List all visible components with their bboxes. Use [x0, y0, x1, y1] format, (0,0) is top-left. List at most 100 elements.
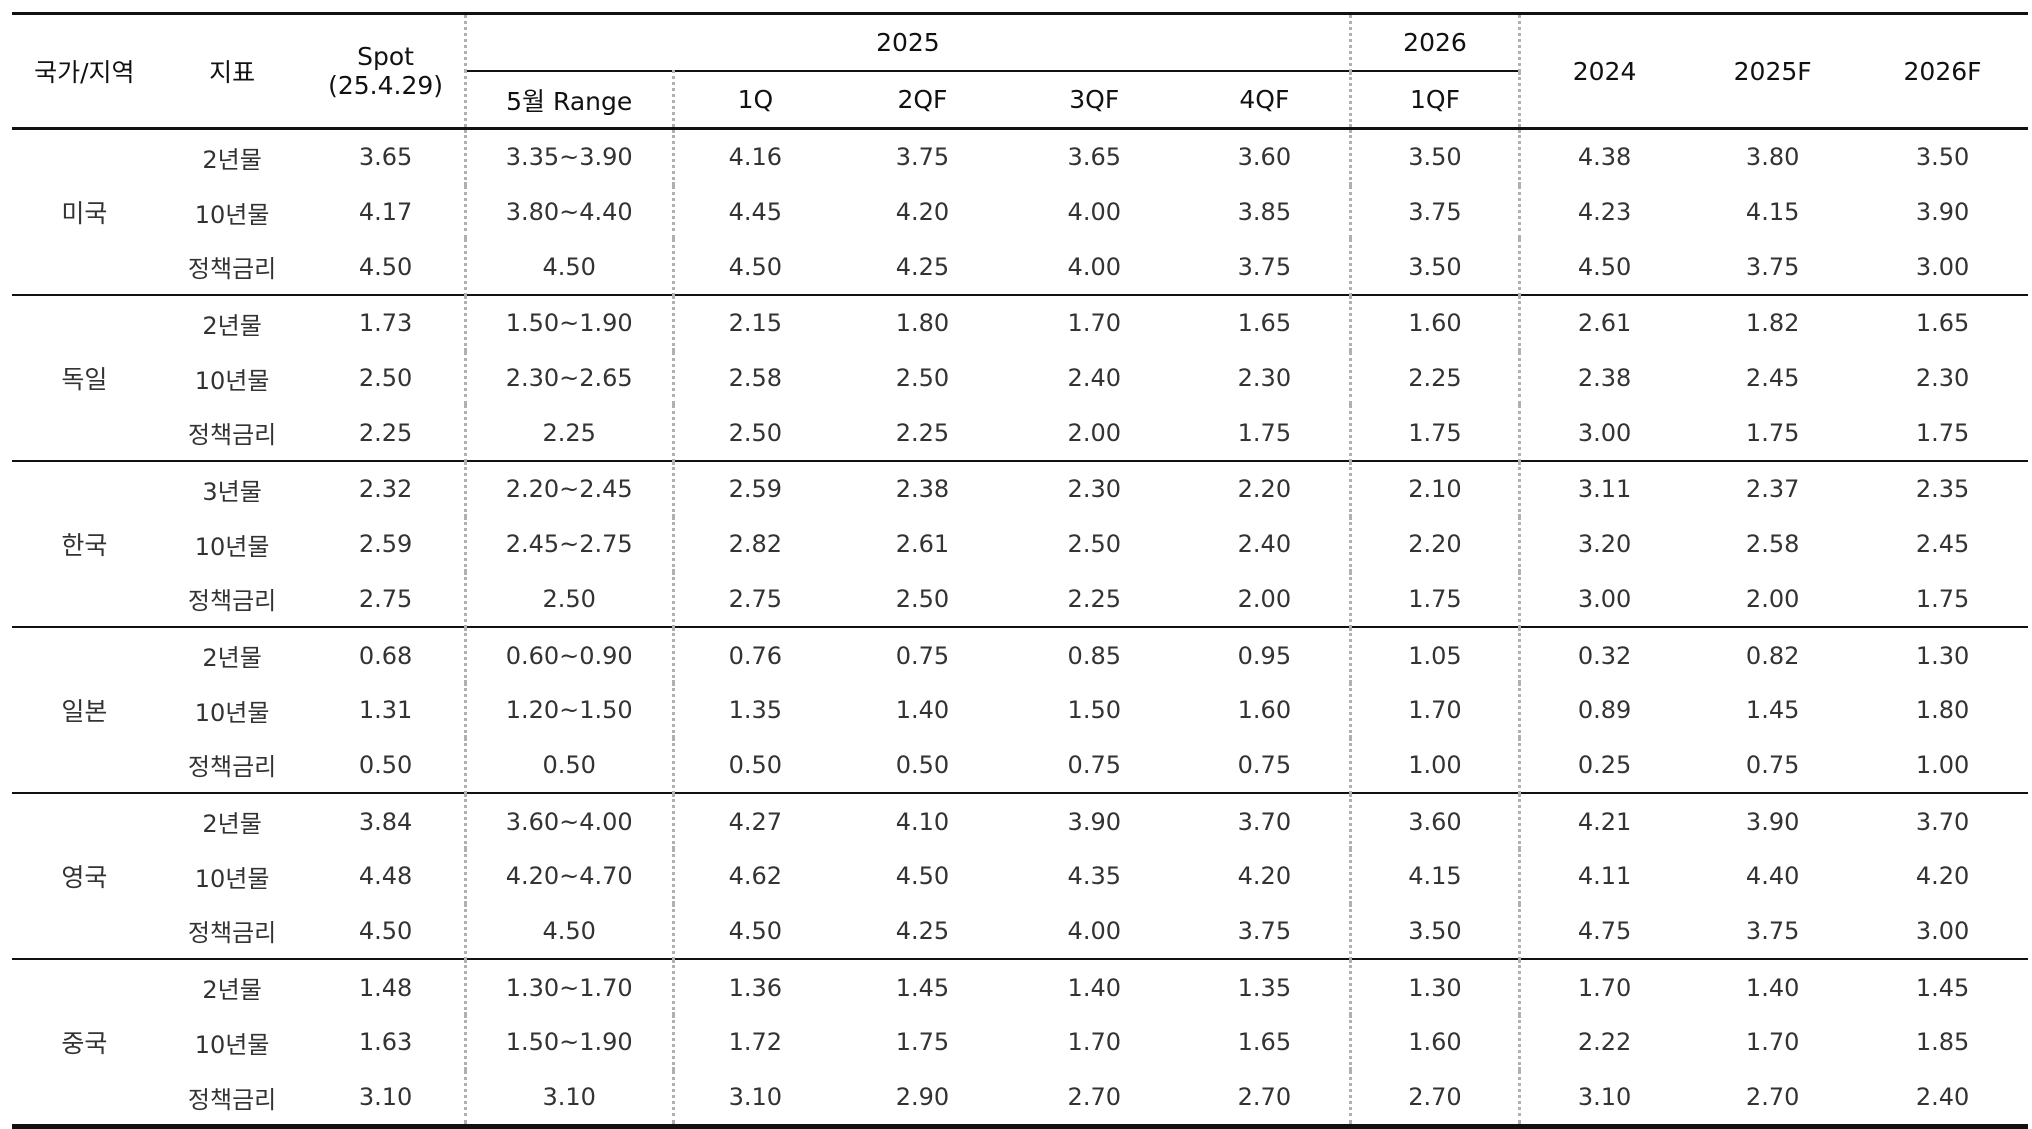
q3f-cell: 2.30: [1067, 475, 1121, 504]
y2026f-cell: 1.65: [1915, 309, 1970, 338]
may-range-cell: 4.20~4.70: [465, 848, 675, 904]
indicator-cell: 정책금리: [156, 571, 308, 629]
y2026f-cell: 3.50: [1915, 143, 1970, 172]
q2f-cell: 4.10: [895, 807, 950, 836]
may-range-cell: 3.35~3.90: [465, 128, 675, 185]
spot-cell: 1.48: [307, 959, 467, 1015]
may-range-cell: 0.60~0.90: [465, 627, 675, 683]
y2024-cell: 3.00: [1519, 405, 1689, 463]
y2025f-cell: 1.75: [1688, 405, 1858, 463]
y2024-cell: 0.25: [1519, 737, 1689, 795]
y2025f-cell: 4.15: [1745, 198, 1800, 227]
q3f-cell: 0.75: [1008, 737, 1180, 795]
header-year-2026: 2026: [1350, 12, 1521, 72]
q3f-cell: 4.00: [1067, 198, 1121, 227]
y2025f-cell: 1.70: [1745, 1028, 1800, 1057]
q4f-cell: 3.85: [1179, 184, 1353, 240]
table-row: 독일 2년물 1.73 1.50~1.90 2.15 1.80 1.70 1.65 1.60 2.…: [12, 295, 2028, 463]
q4f-cell: 1.65: [1179, 1015, 1353, 1070]
q1f-2026-cell: 2.20: [1350, 516, 1521, 572]
y2024-cell: 2.61: [1577, 309, 1632, 338]
may-range-cell: 1.50~1.90: [465, 1015, 675, 1070]
q3f-cell: 1.70: [1067, 309, 1121, 338]
indicator-cell: 3년물: [202, 477, 262, 506]
y2025f-cell: 1.40: [1745, 973, 1800, 1002]
may-range-cell: 3.10: [465, 1069, 675, 1129]
spot-cell: 2.75: [307, 571, 467, 629]
y2024-cell: 4.50: [1519, 239, 1689, 297]
country-cell: 일본: [12, 627, 157, 795]
q3f-cell: 1.50: [1067, 696, 1121, 725]
q1-cell: 1.35: [728, 696, 783, 725]
may-range-cell: 1.30~1.70: [465, 959, 675, 1015]
q4f-cell: 3.60: [1179, 128, 1353, 185]
header-1q: 1Q: [673, 71, 837, 130]
q4f-cell: 2.30: [1179, 350, 1353, 406]
indicator-cell: 정책금리: [156, 239, 308, 297]
q2f-cell: 4.20: [895, 198, 950, 227]
q1f-2026-cell: 2.70: [1350, 1069, 1521, 1129]
table-body: 미국 2년물 3.65 3.35~3.90 4.16 3.75 3.65 3.60 3.50 4.…: [12, 128, 2028, 1129]
q1-cell: 1.72: [728, 1028, 783, 1057]
q1f-2026-cell: 3.50: [1350, 128, 1521, 185]
q1f-2026-cell: 2.25: [1350, 350, 1521, 406]
table-row: 중국 2년물 1.48 1.30~1.70 1.36 1.45 1.40 1.35 1.30 1.…: [12, 959, 2028, 1129]
y2026f-cell: 1.85: [1915, 1028, 1970, 1057]
y2025f-cell: 0.82: [1745, 641, 1800, 670]
y2025f-cell: 2.58: [1745, 530, 1800, 559]
may-range-cell: 3.80~4.40: [465, 184, 675, 240]
country-cell: 중국: [12, 959, 157, 1129]
y2026f-cell: 3.90: [1915, 198, 1970, 227]
y2026f-cell: 1.80: [1915, 696, 1970, 725]
q1-cell: 0.76: [728, 641, 783, 670]
table-row: 10년물 2.59 2.45~2.75 2.82 2.61 2.50 2.40 2.20 3.2…: [12, 516, 2028, 572]
q2f-cell: 3.75: [895, 143, 950, 172]
q1-cell: 2.75: [673, 571, 837, 629]
q1f-2026-cell: 1.00: [1350, 737, 1521, 795]
table-row: 일본 2년물 0.68 0.60~0.90 0.76 0.75 0.85 0.95 1.05 0.…: [12, 627, 2028, 795]
q3f-cell: 4.00: [1008, 239, 1180, 297]
q1-cell: 4.45: [728, 198, 783, 227]
q4f-cell: 0.75: [1179, 737, 1353, 795]
indicator-cell: 2년물: [202, 976, 262, 1005]
q1f-2026-cell: 1.75: [1350, 571, 1521, 629]
interest-rate-forecast-table: 국가/지역 지표 Spot (25.4.29) 2025 2026 2024 2…: [12, 12, 2028, 1129]
y2025f-cell: 3.75: [1688, 239, 1858, 297]
table-row: 미국 2년물 3.65 3.35~3.90 4.16 3.75 3.65 3.60 3.50 4.…: [12, 128, 2028, 297]
q4f-cell: 3.75: [1179, 239, 1353, 297]
y2026f-cell: 4.20: [1915, 862, 1970, 891]
y2026f-cell: 1.45: [1915, 973, 1970, 1002]
y2025f-cell: 2.00: [1688, 571, 1858, 629]
y2024-cell: 0.89: [1577, 696, 1632, 725]
q1-cell: 0.50: [673, 737, 837, 795]
spot-cell: 4.50: [307, 903, 467, 961]
q4f-cell: 3.70: [1179, 793, 1353, 849]
header-indicator: 지표: [156, 12, 308, 130]
y2025f-cell: 4.40: [1745, 862, 1800, 891]
q4f-cell: 1.65: [1179, 295, 1353, 351]
header-spot: Spot (25.4.29): [307, 12, 467, 130]
header-4qf: 4QF: [1179, 71, 1353, 130]
indicator-cell: 2년물: [202, 145, 262, 174]
header-2026f: 2026F: [1857, 12, 2028, 130]
table-row: 정책금리 0.50 0.50 0.50 0.50 0.75 0.75 1.00 0.25 0.75…: [12, 737, 2028, 795]
table-row: 10년물 4.48 4.20~4.70 4.62 4.50 4.35 4.20 4.15 4.1…: [12, 848, 2028, 904]
q4f-cell: 2.00: [1179, 571, 1353, 629]
q1-cell: 4.16: [728, 143, 783, 172]
q1f-2026-cell: 1.70: [1350, 682, 1521, 738]
table-row: 정책금리 2.75 2.50 2.75 2.50 2.25 2.00 1.75 3.00 2.00…: [12, 571, 2028, 629]
y2026f-cell: 1.00: [1857, 737, 2028, 795]
q1-cell: 2.82: [728, 530, 783, 559]
y2025f-cell: 2.37: [1745, 475, 1800, 504]
header-2qf: 2QF: [836, 71, 1009, 130]
q1-cell: 3.10: [673, 1069, 837, 1129]
y2026f-cell: 2.35: [1915, 475, 1970, 504]
spot-cell: 0.50: [307, 737, 467, 795]
table-row: 정책금리 4.50 4.50 4.50 4.25 4.00 3.75 3.50 4.75 3.75…: [12, 903, 2028, 961]
q2f-cell: 4.25: [836, 239, 1009, 297]
q3f-cell: 0.85: [1067, 641, 1121, 670]
spot-cell: 4.17: [307, 184, 467, 240]
q4f-cell: 1.75: [1179, 405, 1353, 463]
y2024-cell: 3.10: [1519, 1069, 1689, 1129]
table-row: 정책금리 2.25 2.25 2.50 2.25 2.00 1.75 1.75 3.00 1.75…: [12, 405, 2028, 463]
